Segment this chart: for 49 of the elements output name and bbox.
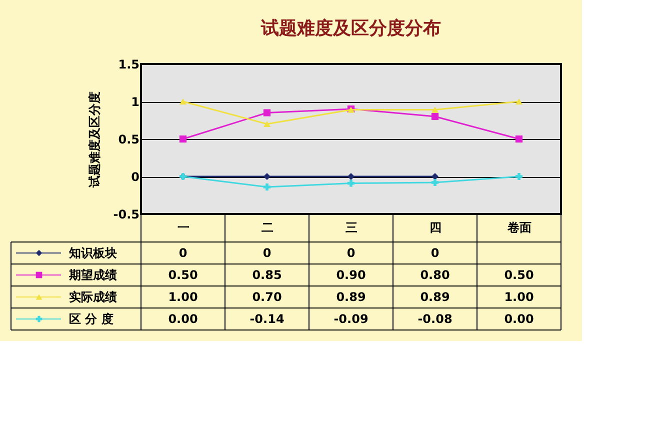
data-label: 0.89 [336,290,366,304]
y-tick-label: 1 [131,95,140,109]
point [263,172,271,180]
data-label: 0.50 [168,268,198,282]
data-label: 0.89 [420,290,450,304]
data-label: 0.00 [168,312,198,326]
x-tick-label: 二 [262,220,274,234]
chart-title: 试题难度及区分度分布 [260,18,441,39]
data-label: 0.85 [252,268,282,282]
point [263,183,271,191]
data-label: 0 [346,246,356,260]
data-label: -0.08 [418,312,452,326]
legend-label: 知识板块 [68,246,117,260]
point [515,172,523,180]
data-label: 1.00 [504,290,534,304]
point [431,112,439,120]
point [179,98,187,105]
data-label: -0.14 [250,312,284,326]
data-label: -0.09 [334,312,368,326]
legend-label: 区 分 度 [69,312,114,326]
point [431,178,439,186]
y-tick-label: 0 [131,170,140,184]
x-tick-label: 四 [430,220,442,234]
x-tick-label: 卷面 [506,220,532,234]
data-label: 0 [262,246,272,260]
legend-label: 实际成绩 [69,290,117,304]
point [347,172,355,180]
point [179,135,187,143]
point [263,120,271,128]
data-label: 0.70 [252,290,282,304]
y-tick-label: 1.5 [118,58,140,72]
point [347,180,355,187]
x-tick-label: 一 [178,220,190,234]
point [515,98,523,105]
data-label: 0.80 [420,268,450,282]
y-tick-label: -0.5 [113,208,140,222]
data-label: 0.50 [504,268,534,282]
data-label: 1.00 [168,290,198,304]
point [431,106,439,113]
data-label: 0.00 [504,312,534,326]
point [515,135,523,143]
legend-label: 期望成绩 [68,268,117,282]
y-axis-title: 试题难度及区分度 [87,92,102,188]
data-label: 0 [430,246,440,260]
data-label: 0.90 [336,268,366,282]
y-tick-label: 0.5 [118,132,140,146]
x-tick-label: 三 [346,220,358,234]
point [263,109,271,116]
data-label: 0 [178,246,188,260]
